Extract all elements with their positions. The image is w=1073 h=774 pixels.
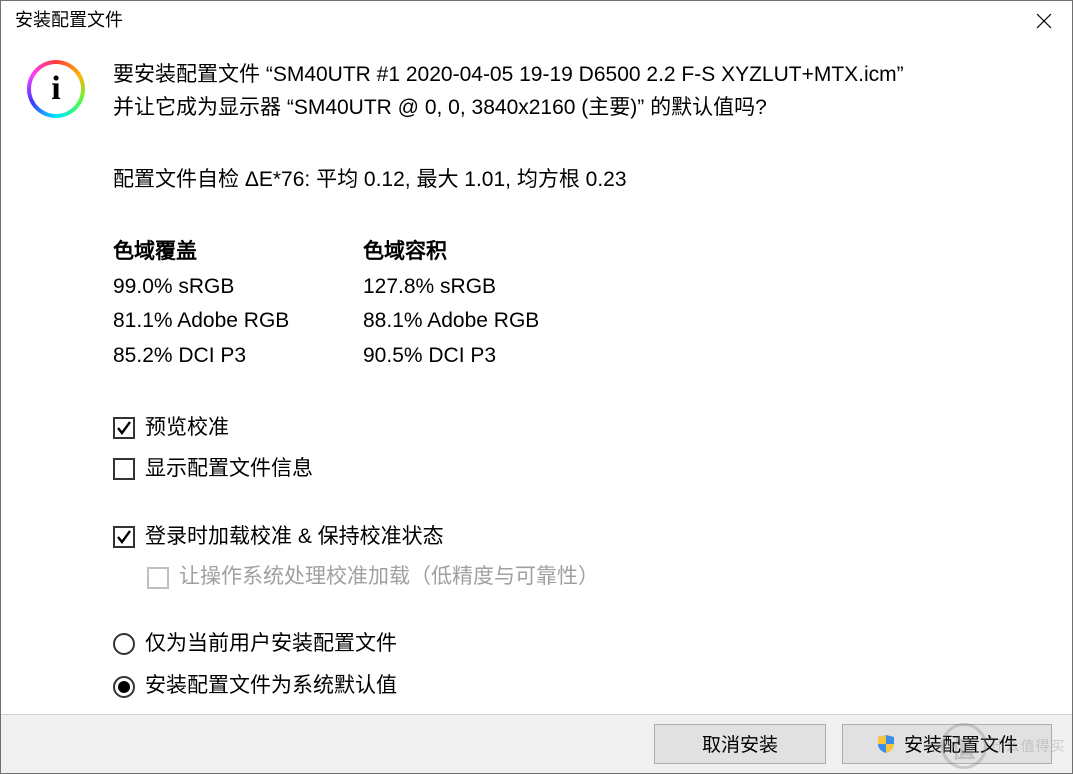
option-oshandle-label: 让操作系统处理校准加载（低精度与可靠性） <box>179 562 599 592</box>
radio-currentuser-row[interactable]: 仅为当前用户安装配置文件 <box>113 629 1056 659</box>
volume-header: 色域容积 <box>363 237 613 267</box>
close-button[interactable] <box>1016 1 1072 41</box>
coverage-srgb: 99.0% sRGB <box>113 272 363 302</box>
radios-section: 仅为当前用户安装配置文件 安装配置文件为系统默认值 <box>113 629 1056 702</box>
volume-dcip3: 90.5% DCI P3 <box>363 341 613 371</box>
footer: 取消安装 安装配置文件 <box>1 714 1072 773</box>
coverage-adobergb: 81.1% Adobe RGB <box>113 306 363 336</box>
radio-currentuser-label: 仅为当前用户安装配置文件 <box>145 629 397 659</box>
cancel-button[interactable]: 取消安装 <box>654 724 826 764</box>
titlebar: 安装配置文件 <box>1 1 1072 36</box>
radio-systemdefault-label: 安装配置文件为系统默认值 <box>145 671 397 701</box>
install-button-label: 安装配置文件 <box>904 730 1018 757</box>
selfcheck-text: 配置文件自检 ΔE*76: 平均 0.12, 最大 1.01, 均方根 0.23 <box>113 165 1056 195</box>
gamut-section: 色域覆盖 99.0% sRGB 81.1% Adobe RGB 85.2% DC… <box>113 237 1056 375</box>
volume-adobergb: 88.1% Adobe RGB <box>363 306 613 336</box>
option-preview-label: 预览校准 <box>145 413 229 443</box>
option-showinfo-label: 显示配置文件信息 <box>145 454 313 484</box>
option-loadonlogin-row[interactable]: 登录时加载校准 & 保持校准状态 <box>113 522 1056 552</box>
checkbox-showinfo[interactable] <box>113 458 135 480</box>
content-area: i 要安装配置文件 “SM40UTR #1 2020-04-05 19-19 D… <box>1 36 1072 714</box>
body-column: 要安装配置文件 “SM40UTR #1 2020-04-05 19-19 D65… <box>113 60 1056 714</box>
close-icon <box>1036 13 1052 29</box>
window-title: 安装配置文件 <box>15 6 123 32</box>
prompt-line-1: 要安装配置文件 “SM40UTR #1 2020-04-05 19-19 D65… <box>113 60 1056 90</box>
coverage-header: 色域覆盖 <box>113 237 363 267</box>
options-section: 预览校准 显示配置文件信息 登录时加载校准 & 保持校准状态 <box>113 413 1056 593</box>
radio-currentuser[interactable] <box>113 633 135 655</box>
radio-systemdefault-row[interactable]: 安装配置文件为系统默认值 <box>113 671 1056 701</box>
option-loadonlogin-label: 登录时加载校准 & 保持校准状态 <box>145 522 444 552</box>
checkbox-loadonlogin[interactable] <box>113 526 135 548</box>
icon-column: i <box>25 60 113 714</box>
option-oshandle-row: 让操作系统处理校准加载（低精度与可靠性） <box>147 562 1056 592</box>
prompt-line-2: 并让它成为显示器 “SM40UTR @ 0, 0, 3840x2160 (主要)… <box>113 93 1056 123</box>
coverage-dcip3: 85.2% DCI P3 <box>113 341 363 371</box>
volume-srgb: 127.8% sRGB <box>363 272 613 302</box>
option-preview-row[interactable]: 预览校准 <box>113 413 1056 443</box>
dialog-window: 安装配置文件 i 要安装配置文件 “SM40UTR #1 2020-04-05 … <box>0 0 1073 774</box>
cancel-button-label: 取消安装 <box>702 730 778 757</box>
checkbox-preview[interactable] <box>113 417 135 439</box>
gamut-coverage-column: 色域覆盖 99.0% sRGB 81.1% Adobe RGB 85.2% DC… <box>113 237 363 375</box>
radio-systemdefault[interactable] <box>113 676 135 698</box>
install-button[interactable]: 安装配置文件 <box>842 724 1052 764</box>
checkbox-oshandle <box>147 567 169 589</box>
gamut-volume-column: 色域容积 127.8% sRGB 88.1% Adobe RGB 90.5% D… <box>363 237 613 375</box>
uac-shield-icon <box>876 734 896 754</box>
option-showinfo-row[interactable]: 显示配置文件信息 <box>113 454 1056 484</box>
info-icon: i <box>27 60 85 118</box>
